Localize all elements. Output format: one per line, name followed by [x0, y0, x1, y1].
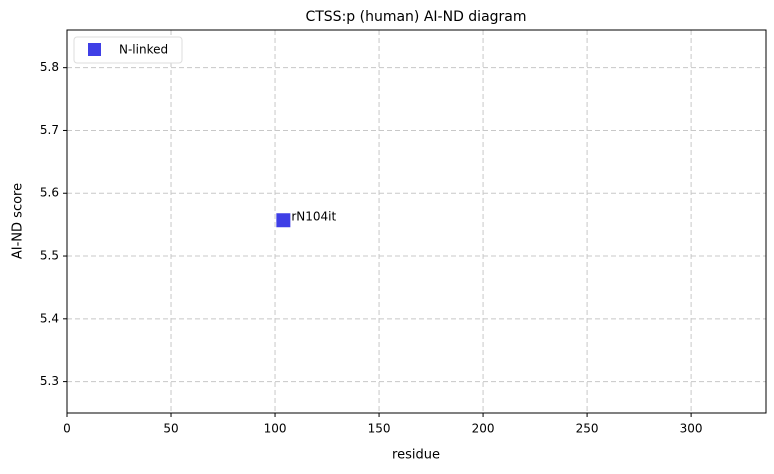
x-axis-label: residue [392, 448, 440, 463]
y-tick-label: 5.8 [40, 60, 59, 74]
chart-title: CTSS:p (human) AI-ND diagram [305, 9, 526, 25]
y-tick-label: 5.4 [40, 311, 59, 325]
annotation: rN104it [291, 210, 336, 224]
x-tick-label: 50 [163, 422, 178, 436]
x-tick-label: 300 [680, 422, 703, 436]
y-tick-label: 5.6 [40, 186, 59, 200]
x-tick-label: 100 [264, 422, 287, 436]
point [276, 213, 291, 228]
y-tick-label: 5.5 [40, 249, 59, 263]
legend-swatch [88, 43, 101, 56]
y-tick-label: 5.7 [40, 123, 59, 137]
x-tick-label: 250 [576, 422, 599, 436]
legend-label: N-linked [119, 43, 168, 57]
y-axis-label: AI-ND score [11, 183, 26, 259]
x-tick-label: 150 [368, 422, 391, 436]
y-tick-label: 5.3 [40, 374, 59, 388]
x-tick-label: 200 [472, 422, 495, 436]
x-tick-label: 0 [63, 422, 71, 436]
plot-frame [66, 29, 767, 414]
